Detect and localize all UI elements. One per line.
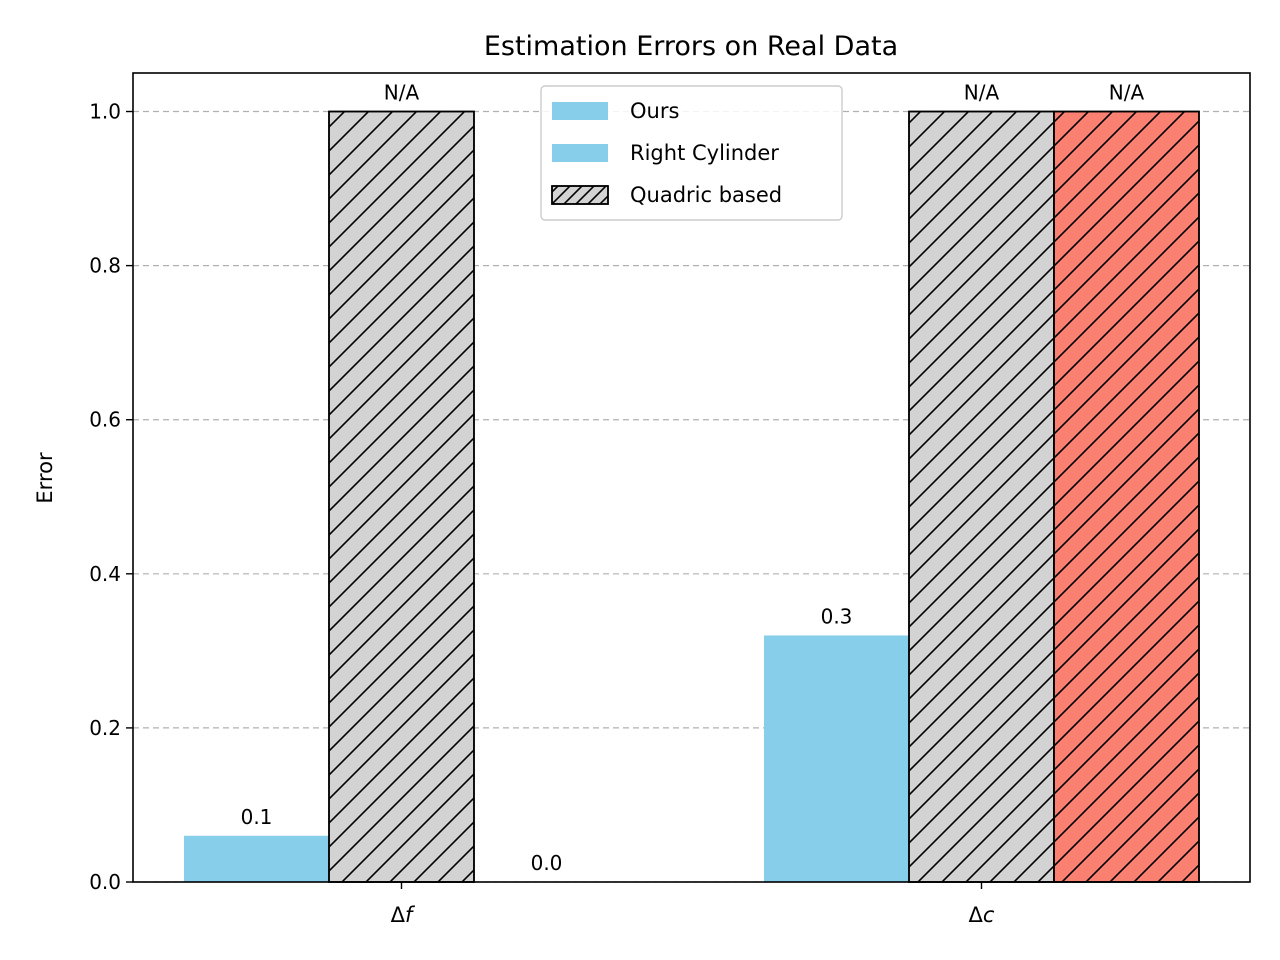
y-axis-ticks: 0.0 0.2 0.4 0.6 0.8 1.0	[89, 100, 133, 894]
bars	[184, 110, 1200, 883]
x-axis-ticks: Δf Δc	[391, 882, 995, 927]
x-tick-label: Δf	[391, 903, 416, 927]
bar-value-label: 0.3	[821, 604, 853, 628]
legend: Ours Right Cylinder Quadric based	[540, 85, 843, 221]
bar-hatch	[1053, 110, 1200, 883]
plot-frame	[132, 72, 1251, 883]
bar-value-label: N/A	[964, 81, 1000, 105]
legend-swatch	[552, 144, 608, 162]
bar-value-label: 0.1	[241, 805, 273, 829]
y-tick-label: 0.8	[89, 254, 121, 278]
legend-frame	[540, 85, 843, 221]
legend-swatch-hatch	[551, 185, 609, 205]
legend-label: Quadric based	[630, 183, 782, 207]
bar-value-label: N/A	[1109, 81, 1145, 105]
y-tick-label: 0.2	[89, 716, 121, 740]
bar	[764, 635, 909, 882]
legend-label: Right Cylinder	[630, 141, 779, 165]
bar-hatch	[328, 110, 475, 883]
legend-label: Ours	[630, 99, 679, 123]
bar-value-label: 0.0	[531, 851, 563, 875]
y-tick-label: 0.0	[89, 870, 121, 894]
chart-title: Estimation Errors on Real Data	[484, 31, 898, 62]
y-axis-label: Error	[33, 452, 57, 504]
bar	[184, 835, 329, 882]
bar-labels: 0.1 0.3 N/A N/A 0.0 N/A	[241, 81, 1145, 875]
legend-swatch	[552, 102, 608, 120]
bar-hatch	[908, 110, 1055, 883]
bar-value-label: N/A	[384, 81, 420, 105]
y-tick-label: 1.0	[89, 100, 121, 124]
y-tick-label: 0.4	[89, 562, 121, 586]
x-tick-label: Δc	[969, 903, 995, 927]
y-tick-label: 0.6	[89, 408, 121, 432]
